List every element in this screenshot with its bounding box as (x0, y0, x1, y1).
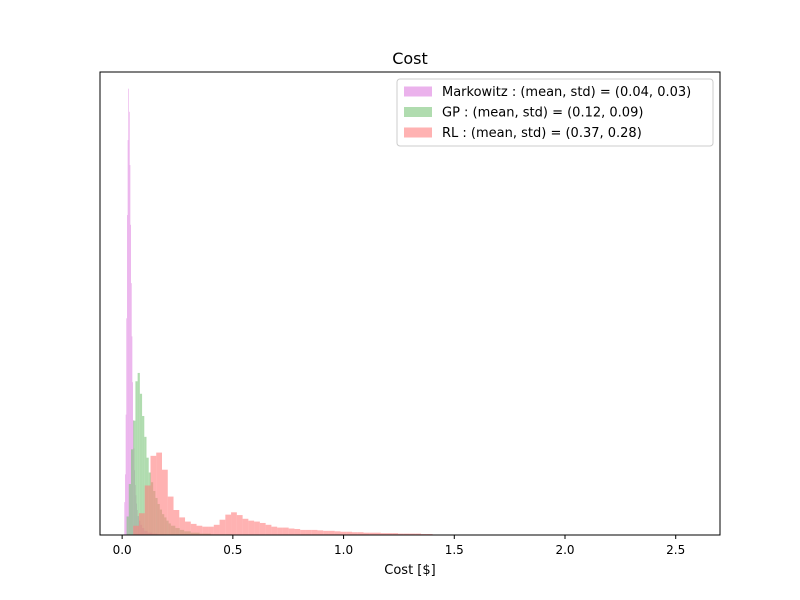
bar-rl-40 (363, 532, 370, 535)
bar-rl-45 (392, 533, 399, 535)
bar-rl-38 (351, 532, 358, 535)
bar-rl-36 (340, 531, 347, 535)
bar-rl-33 (323, 530, 329, 535)
bar-gp-3 (133, 420, 136, 535)
x-axis-ticks: 0.0 0.5 1.0 1.5 2.0 2.5 (113, 535, 685, 557)
x-tick-label: 2.0 (555, 543, 574, 557)
chart-title: Cost (392, 49, 428, 68)
legend-label-rl: RL : (mean, std) = (0.37, 0.28) (442, 126, 642, 141)
bar-rl-20 (248, 520, 255, 535)
bar-rl-3 (150, 455, 157, 535)
bar-rl-37 (346, 531, 352, 535)
bar-rl-16 (225, 514, 232, 535)
bar-rl-17 (231, 512, 237, 535)
bar-rl-14 (213, 524, 220, 535)
bar-rl-43 (380, 533, 387, 535)
bar-rl-28 (294, 528, 301, 535)
x-tick-label: 0.0 (113, 543, 132, 557)
bar-rl-22 (259, 522, 266, 535)
bar-markowitz-3 (126, 318, 128, 535)
bar-rl-46 (398, 533, 404, 535)
bar-rl-48 (409, 533, 416, 535)
bar-gp-0 (126, 516, 129, 535)
bar-rl-39 (357, 532, 364, 535)
bar-rl-18 (236, 515, 243, 535)
bar-gp-4 (135, 381, 138, 535)
x-tick-label: 1.0 (334, 543, 353, 557)
bar-rl-27 (288, 528, 295, 535)
series-rl-bars (133, 452, 687, 535)
legend-swatch-rl (404, 127, 432, 138)
bar-markowitz-6 (128, 88, 129, 536)
legend-label-gp: GP : (mean, std) = (0.12, 0.09) (442, 106, 643, 121)
legend-box (396, 78, 714, 147)
x-tick-label: 1.5 (445, 543, 464, 557)
bar-markowitz-5 (127, 140, 129, 535)
bar-rl-35 (334, 531, 341, 535)
bar-markowitz-0 (124, 502, 126, 535)
bar-gp-1 (128, 484, 131, 535)
bar-rl-5 (162, 469, 168, 535)
bar-gp-6 (139, 393, 143, 535)
bar-rl-31 (311, 529, 318, 535)
bar-rl-30 (305, 529, 312, 535)
bar-markowitz-10 (131, 283, 132, 535)
bar-rl-47 (403, 533, 410, 535)
bar-rl-1 (138, 513, 145, 535)
bar-markowitz-1 (125, 474, 126, 535)
bar-rl-8 (179, 517, 186, 535)
bar-markowitz-4 (127, 215, 128, 535)
histogram-bars (124, 88, 687, 536)
bar-rl-41 (369, 532, 376, 535)
bar-rl-21 (254, 521, 260, 535)
bar-markowitz-2 (125, 414, 127, 535)
bar-rl-9 (185, 521, 191, 535)
bar-markowitz-8 (129, 165, 131, 535)
bar-rl-49 (415, 533, 422, 535)
bar-rl-24 (271, 526, 278, 535)
bar-rl-11 (196, 525, 203, 535)
bar-gp-5 (137, 372, 140, 535)
bar-markowitz-7 (129, 111, 130, 535)
legend-label-markowitz: Markowitz : (mean, std) = (0.04, 0.03) (442, 85, 691, 100)
bar-gp-7 (142, 416, 145, 535)
legend-swatch-gp (404, 107, 432, 117)
legend-swatch-markowitz (404, 86, 432, 97)
bar-gp-2 (131, 449, 134, 535)
bar-rl-23 (265, 524, 272, 535)
bar-rl-29 (300, 529, 306, 535)
bar-rl-0 (133, 525, 139, 535)
bar-markowitz-9 (130, 224, 131, 536)
bar-rl-7 (173, 510, 180, 535)
bar-rl-12 (202, 526, 209, 535)
x-tick-label: 2.5 (666, 543, 685, 557)
bar-rl-15 (219, 519, 226, 535)
plot-frame (99, 71, 721, 536)
bar-rl-13 (208, 526, 214, 535)
bar-rl-42 (375, 532, 381, 535)
legend: Markowitz : (mean, std) = (0.04, 0.03) GP… (396, 78, 714, 147)
x-axis-label: Cost [$] (384, 563, 435, 578)
bar-rl-26 (282, 527, 289, 535)
bar-rl-44 (386, 533, 393, 535)
bar-rl-2 (144, 485, 151, 535)
bar-rl-32 (317, 530, 324, 535)
bar-rl-4 (156, 452, 162, 535)
bar-rl-34 (328, 530, 335, 535)
bar-rl-6 (167, 496, 174, 535)
bar-rl-19 (242, 518, 249, 535)
bar-markowitz-11 (131, 336, 133, 535)
x-tick-label: 0.5 (223, 543, 242, 557)
bar-rl-25 (277, 527, 283, 535)
bar-rl-10 (190, 523, 197, 535)
